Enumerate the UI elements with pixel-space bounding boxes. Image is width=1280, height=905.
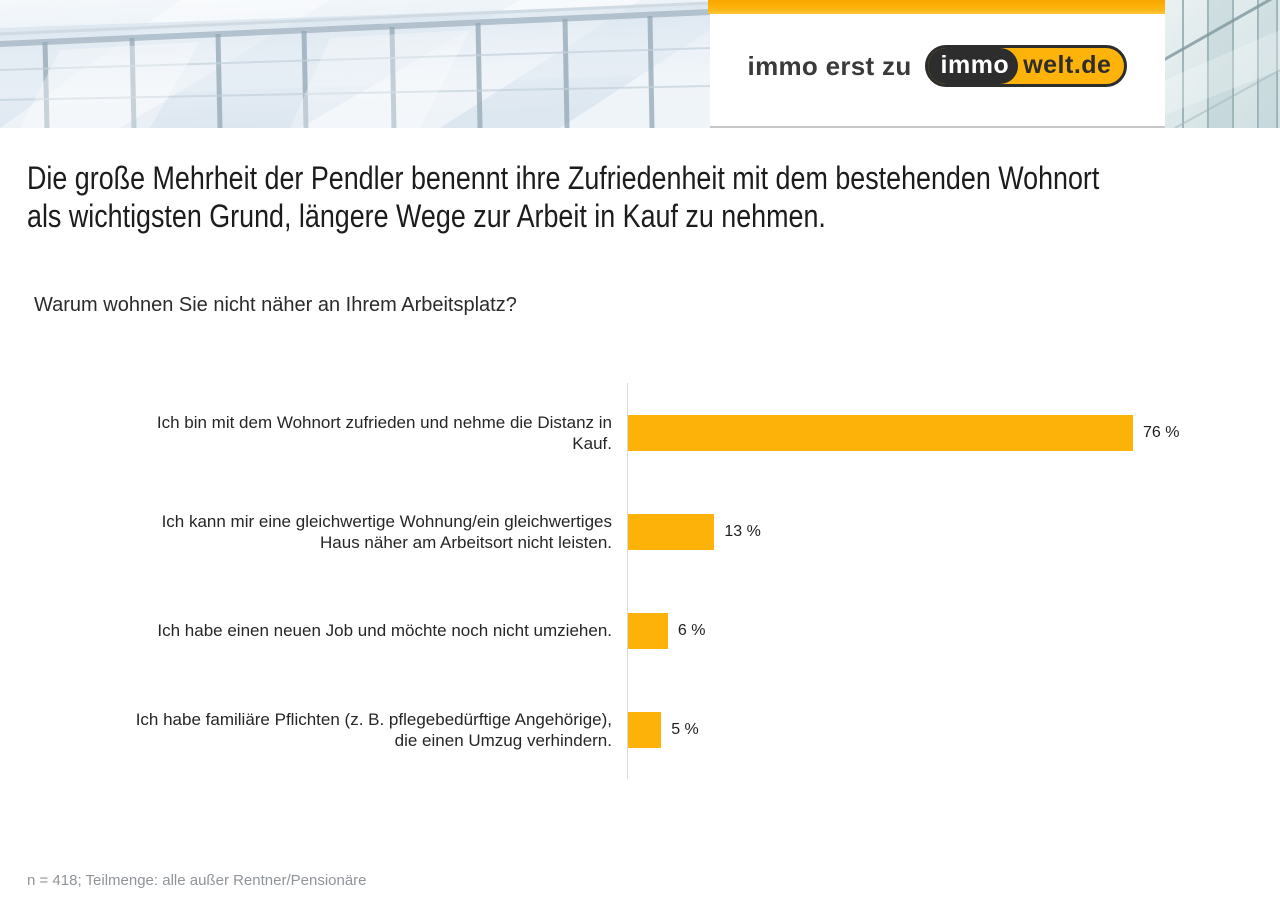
category-label: Ich kann mir eine gleichwertige Wohnung/… xyxy=(27,482,627,581)
chart-rows: Ich bin mit dem Wohnort zufrieden und ne… xyxy=(27,383,1253,779)
logo-immo-segment: immo xyxy=(927,48,1019,84)
sample-footnote: n = 418; Teilmenge: alle außer Rentner/P… xyxy=(27,872,367,889)
slide-title-line-1: Die große Mehrheit der Pendler benennt i… xyxy=(27,160,1100,196)
glass-railing-image xyxy=(0,0,710,128)
banner-photo-left xyxy=(0,0,710,128)
immowelt-logo: immo welt.de xyxy=(924,45,1128,87)
value-label: 76 % xyxy=(1143,423,1180,441)
brand-row: immo erst zu immo welt.de xyxy=(710,14,1165,118)
value-label: 6 % xyxy=(677,621,706,639)
category-label-line: Ich kann mir eine gleichwertige Wohnung/… xyxy=(161,511,612,531)
accent-strip xyxy=(708,0,1165,14)
chart-row: Ich habe einen neuen Job und möchte noch… xyxy=(27,581,1253,680)
slide-title-line-2: als wichtigsten Grund, längere Wege zur … xyxy=(27,198,826,234)
value-label: 13 % xyxy=(724,522,761,540)
slide-title: Die große Mehrheit der Pendler benennt i… xyxy=(27,159,1270,235)
bar-area: 5 % xyxy=(627,680,1253,779)
bar xyxy=(628,612,668,649)
category-label-line: Ich bin mit dem Wohnort zufrieden und ne… xyxy=(156,412,612,432)
bar-area: 76 % xyxy=(627,383,1253,482)
value-label: 5 % xyxy=(671,720,699,738)
category-label: Ich habe einen neuen Job und möchte noch… xyxy=(27,581,627,680)
chart-row: Ich habe familiäre Pflichten (z. B. pfle… xyxy=(27,680,1253,779)
bar xyxy=(628,513,715,550)
chart-question: Warum wohnen Sie nicht näher an Ihrem Ar… xyxy=(34,294,517,316)
category-label: Ich habe familiäre Pflichten (z. B. pfle… xyxy=(27,680,627,779)
bar-area: 6 % xyxy=(627,581,1253,680)
bar xyxy=(628,414,1133,451)
category-label-line: Ich habe einen neuen Job und möchte noch… xyxy=(157,621,612,640)
bar xyxy=(628,711,662,748)
glass-facade-image xyxy=(1165,0,1280,128)
banner-photo-right xyxy=(1165,0,1280,128)
claim-text: immo erst zu xyxy=(747,50,912,81)
category-label-line: Kauf. xyxy=(572,433,612,453)
chart-row: Ich bin mit dem Wohnort zufrieden und ne… xyxy=(27,383,1253,482)
category-label-line: Haus näher am Arbeitsort nicht leisten. xyxy=(320,532,612,552)
category-label: Ich bin mit dem Wohnort zufrieden und ne… xyxy=(27,383,627,482)
bar-area: 13 % xyxy=(627,482,1253,581)
category-label-line: die einen Umzug verhindern. xyxy=(394,730,612,750)
category-label-line: Ich habe familiäre Pflichten (z. B. pfle… xyxy=(135,709,612,729)
logo-welt-segment: welt.de xyxy=(1023,50,1112,79)
chart-row: Ich kann mir eine gleichwertige Wohnung/… xyxy=(27,482,1253,581)
header-banner: immo erst zu immo welt.de xyxy=(0,0,1280,128)
bar-chart: Ich bin mit dem Wohnort zufrieden und ne… xyxy=(27,383,1253,779)
